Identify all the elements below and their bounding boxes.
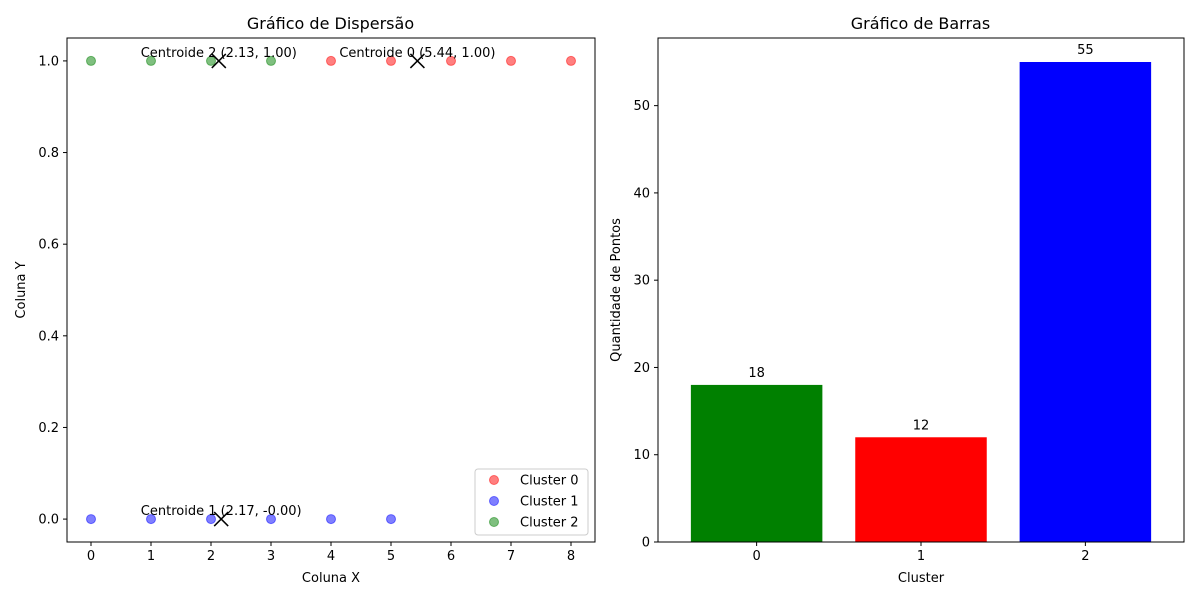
scatter-x-tick-label: 0 (87, 549, 95, 564)
scatter-title: Gráfico de Dispersão (247, 14, 414, 33)
scatter-point-cluster-1 (326, 514, 336, 525)
legend-marker-cluster-2 (489, 517, 499, 527)
scatter-x-tick-label: 3 (267, 549, 275, 564)
scatter-plot-frame (66, 37, 596, 543)
centroid-label-0: Centroide 0 (5.44, 1.00) (339, 46, 495, 61)
bar-y-axis-label: Quantidade de Pontos (609, 218, 624, 362)
scatter-point-cluster-2 (206, 55, 216, 66)
scatter-point-cluster-0 (386, 55, 396, 66)
legend-label-cluster-0: Cluster 0 (520, 474, 579, 489)
scatter-point-cluster-2 (86, 55, 96, 66)
scatter-y-tick-label: 0.2 (38, 421, 59, 436)
bar-x-axis-label: Cluster (898, 571, 945, 586)
bar-x-tick-label: 0 (752, 549, 760, 564)
legend-box (474, 468, 589, 536)
scatter-point-cluster-0 (446, 55, 456, 66)
centroid-marker-0 (409, 53, 425, 69)
bar-x-tick-label: 2 (1081, 549, 1089, 564)
scatter-legend: Cluster 0 Cluster 1 Cluster 2 (474, 468, 589, 536)
bar-y-tick-label: 50 (633, 99, 650, 114)
bar-value-label-0: 18 (748, 366, 765, 381)
legend-marker-cluster-0 (489, 475, 499, 485)
scatter-x-tick-label: 8 (567, 549, 575, 564)
scatter-x-tick-label: 1 (147, 549, 155, 564)
scatter-point-cluster-2 (266, 55, 276, 66)
centroid-label-1: Centroide 1 (2.17, -0.00) (141, 504, 302, 519)
legend-marker-cluster-1 (489, 496, 499, 506)
scatter-y-tick-label: 0.8 (38, 146, 59, 161)
scatter-point-cluster-1 (206, 514, 216, 525)
scatter-y-axis-label: Coluna Y (14, 261, 29, 318)
bar-y-tick-label: 20 (633, 361, 650, 376)
scatter-panel: Gráfico de Dispersão 0 1 2 3 4 5 6 7 8 0.0 0.2 0.4 0… (14, 14, 596, 586)
bar-cluster-2 (1019, 62, 1152, 542)
scatter-y-tick-label: 0.0 (38, 513, 59, 528)
scatter-x-tick-label: 5 (387, 549, 395, 564)
bar-cluster-0 (690, 384, 823, 542)
centroid-marker-1 (213, 511, 229, 527)
scatter-y-tick-label: 1.0 (38, 54, 59, 69)
scatter-x-tick-label: 7 (507, 549, 515, 564)
bar-value-label-1: 12 (913, 418, 930, 433)
bar-y-tick-label: 40 (633, 186, 650, 201)
scatter-x-tick-label: 4 (327, 549, 335, 564)
centroid-marker-2 (211, 53, 227, 69)
legend-label-cluster-2: Cluster 2 (520, 516, 579, 531)
scatter-x-axis-label: Coluna X (302, 571, 360, 586)
bar-cluster-1 (855, 437, 987, 542)
bar-plot-frame (657, 37, 1185, 543)
scatter-point-cluster-1 (266, 514, 276, 525)
scatter-x-tick-label: 6 (447, 549, 455, 564)
scatter-point-cluster-1 (146, 514, 156, 525)
bar-value-label-2: 55 (1077, 43, 1094, 58)
scatter-y-tick-label: 0.6 (38, 238, 59, 253)
scatter-point-cluster-0 (506, 55, 516, 66)
bar-y-tick-label: 10 (633, 448, 650, 463)
scatter-point-cluster-1 (386, 514, 396, 525)
bar-y-tick-label: 30 (633, 274, 650, 289)
centroid-label-2: Centroide 2 (2.13, 1.00) (141, 46, 297, 61)
scatter-y-tick-label: 0.4 (38, 329, 59, 344)
scatter-x-tick-label: 2 (207, 549, 215, 564)
legend-label-cluster-1: Cluster 1 (520, 495, 579, 510)
scatter-point-cluster-1 (86, 514, 96, 525)
bar-y-tick-label: 0 (642, 536, 650, 551)
bar-x-tick-label: 1 (917, 549, 925, 564)
scatter-point-cluster-2 (146, 55, 156, 66)
scatter-point-cluster-0 (566, 55, 576, 66)
scatter-point-cluster-0 (326, 55, 336, 66)
bar-title: Gráfico de Barras (851, 14, 990, 33)
